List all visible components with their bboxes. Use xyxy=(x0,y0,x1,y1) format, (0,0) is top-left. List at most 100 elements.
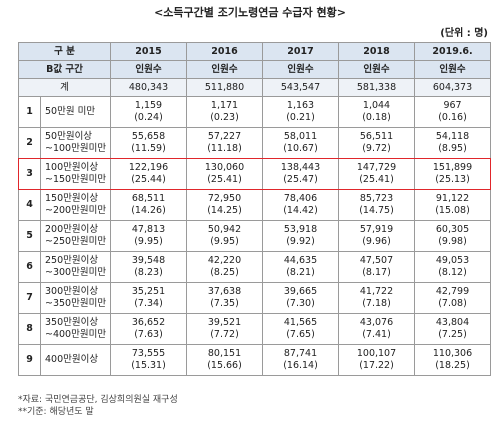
data-row: 8 350만원이상 ~400만원미만 36,652 (7.63) 39,521 (7.72)… xyxy=(18,313,492,345)
value-cell: 967 (0.16) xyxy=(414,96,492,128)
value-cell: 50,942 (9.95) xyxy=(186,220,264,252)
value-cell: 1,171 (0.23) xyxy=(186,96,264,128)
value-cell: 73,555 (15.31) xyxy=(110,344,188,376)
label-line: ~100만원미만 xyxy=(45,143,107,154)
header-cell: 인원수 xyxy=(338,60,416,79)
note: **기준: 해당년도 말 xyxy=(18,407,94,417)
share: (0.16) xyxy=(438,112,467,123)
row-label: 250만원이상 ~300만원미만 xyxy=(39,251,112,283)
value-cell: 43,804 (7.25) xyxy=(414,313,492,345)
label-line: 50만원 미만 xyxy=(45,106,96,117)
share: (7.41) xyxy=(362,329,391,340)
count: 68,511 xyxy=(131,193,166,204)
row-label: 150만원이상 ~200만원미만 xyxy=(39,189,112,221)
data-row: 9 400만원이상 73,555 (15.31) 80,151 (15.66) 87,741… xyxy=(18,344,492,376)
count: 130,060 xyxy=(204,162,245,173)
value-cell: 44,635 (8.21) xyxy=(262,251,340,283)
count: 44,635 xyxy=(283,255,318,266)
count: 43,804 xyxy=(435,317,470,328)
value-cell: 37,638 (7.35) xyxy=(186,282,264,314)
count: 47,813 xyxy=(131,224,166,235)
row-number: 9 xyxy=(18,344,41,376)
share: (9.96) xyxy=(362,236,391,247)
label-line: 300만원이상 xyxy=(45,286,99,297)
count: 57,227 xyxy=(207,131,242,142)
share: (14.42) xyxy=(283,205,318,216)
share: (9.72) xyxy=(362,143,391,154)
share: (10.67) xyxy=(283,143,318,154)
share: (14.75) xyxy=(359,205,394,216)
header-cell: 인원수 xyxy=(110,60,188,79)
count: 55,658 xyxy=(131,131,166,142)
value-cell: 57,919 (9.96) xyxy=(338,220,416,252)
value-cell: 110,306 (18.25) xyxy=(414,344,492,376)
count: 100,107 xyxy=(356,348,397,359)
value-cell: 41,722 (7.18) xyxy=(338,282,416,314)
value-cell: 39,665 (7.30) xyxy=(262,282,340,314)
count: 85,723 xyxy=(359,193,394,204)
row-label: 50만원이상 ~100만원미만 xyxy=(39,127,112,159)
value-cell: 130,060 (25.41) xyxy=(186,158,264,190)
count: 72,950 xyxy=(207,193,242,204)
value-cell: 60,305 (9.98) xyxy=(414,220,492,252)
value-cell: 39,548 (8.23) xyxy=(110,251,188,283)
count: 87,741 xyxy=(283,348,318,359)
share: (9.95) xyxy=(134,236,163,247)
value-cell: 41,565 (7.65) xyxy=(262,313,340,345)
row-number: 7 xyxy=(18,282,41,314)
row-label: 100만원이상 ~150만원미만 xyxy=(39,158,112,190)
value-cell: 47,813 (9.95) xyxy=(110,220,188,252)
count: 73,555 xyxy=(131,348,166,359)
header-cell: 인원수 xyxy=(414,60,492,79)
share: (11.59) xyxy=(131,143,166,154)
count: 151,899 xyxy=(432,162,473,173)
value-cell: 56,511 (9.72) xyxy=(338,127,416,159)
data-row: 1 50만원 미만 1,159 (0.24) 1,171 (0.23) 1,163 (0.21… xyxy=(18,96,492,128)
count: 41,565 xyxy=(283,317,318,328)
value-cell: 100,107 (17.22) xyxy=(338,344,416,376)
count: 42,220 xyxy=(207,255,242,266)
unit: (단위 : 명) xyxy=(440,28,488,39)
share: (7.25) xyxy=(438,329,467,340)
count: 39,548 xyxy=(131,255,166,266)
count: 37,638 xyxy=(207,286,242,297)
label-line: 150만원이상 xyxy=(45,193,99,204)
value-cell: 49,053 (8.12) xyxy=(414,251,492,283)
share: (8.21) xyxy=(286,267,315,278)
value-cell: 55,658 (11.59) xyxy=(110,127,188,159)
value-cell: 43,076 (7.41) xyxy=(338,313,416,345)
share: (14.26) xyxy=(131,205,166,216)
total-cell: 604,373 xyxy=(414,78,492,97)
count: 54,118 xyxy=(435,131,470,142)
share: (9.95) xyxy=(210,236,239,247)
share: (7.63) xyxy=(134,329,163,340)
row-label: 350만원이상 ~400만원미만 xyxy=(39,313,112,345)
share: (8.17) xyxy=(362,267,391,278)
total-cell: 581,338 xyxy=(338,78,416,97)
value-cell: 68,511 (14.26) xyxy=(110,189,188,221)
total-row: 계 480,343 511,880 543,547 581,338 604,373 xyxy=(17,78,492,97)
count: 56,511 xyxy=(359,131,394,142)
value-cell: 53,918 (9.92) xyxy=(262,220,340,252)
header-row: B값 구간 인원수 인원수 인원수 인원수 인원수 xyxy=(17,60,492,79)
count: 35,251 xyxy=(131,286,166,297)
share: (17.22) xyxy=(359,360,394,371)
value-cell: 1,163 (0.21) xyxy=(262,96,340,128)
count: 47,507 xyxy=(359,255,394,266)
count: 41,722 xyxy=(359,286,394,297)
count: 60,305 xyxy=(435,224,470,235)
count: 1,171 xyxy=(210,100,239,111)
count: 80,151 xyxy=(207,348,242,359)
share: (7.30) xyxy=(286,298,315,309)
label-line: 350만원이상 xyxy=(45,317,99,328)
share: (15.08) xyxy=(435,205,470,216)
count: 58,011 xyxy=(283,131,318,142)
count: 91,122 xyxy=(435,193,470,204)
data-row: 2 50만원이상 ~100만원미만 55,658 (11.59) 57,227 (11.18… xyxy=(18,127,492,159)
value-cell: 1,044 (0.18) xyxy=(338,96,416,128)
count: 39,665 xyxy=(283,286,318,297)
label-line: ~350만원미만 xyxy=(45,298,107,309)
value-cell: 85,723 (14.75) xyxy=(338,189,416,221)
share: (25.13) xyxy=(435,174,470,185)
value-cell: 80,151 (15.66) xyxy=(186,344,264,376)
